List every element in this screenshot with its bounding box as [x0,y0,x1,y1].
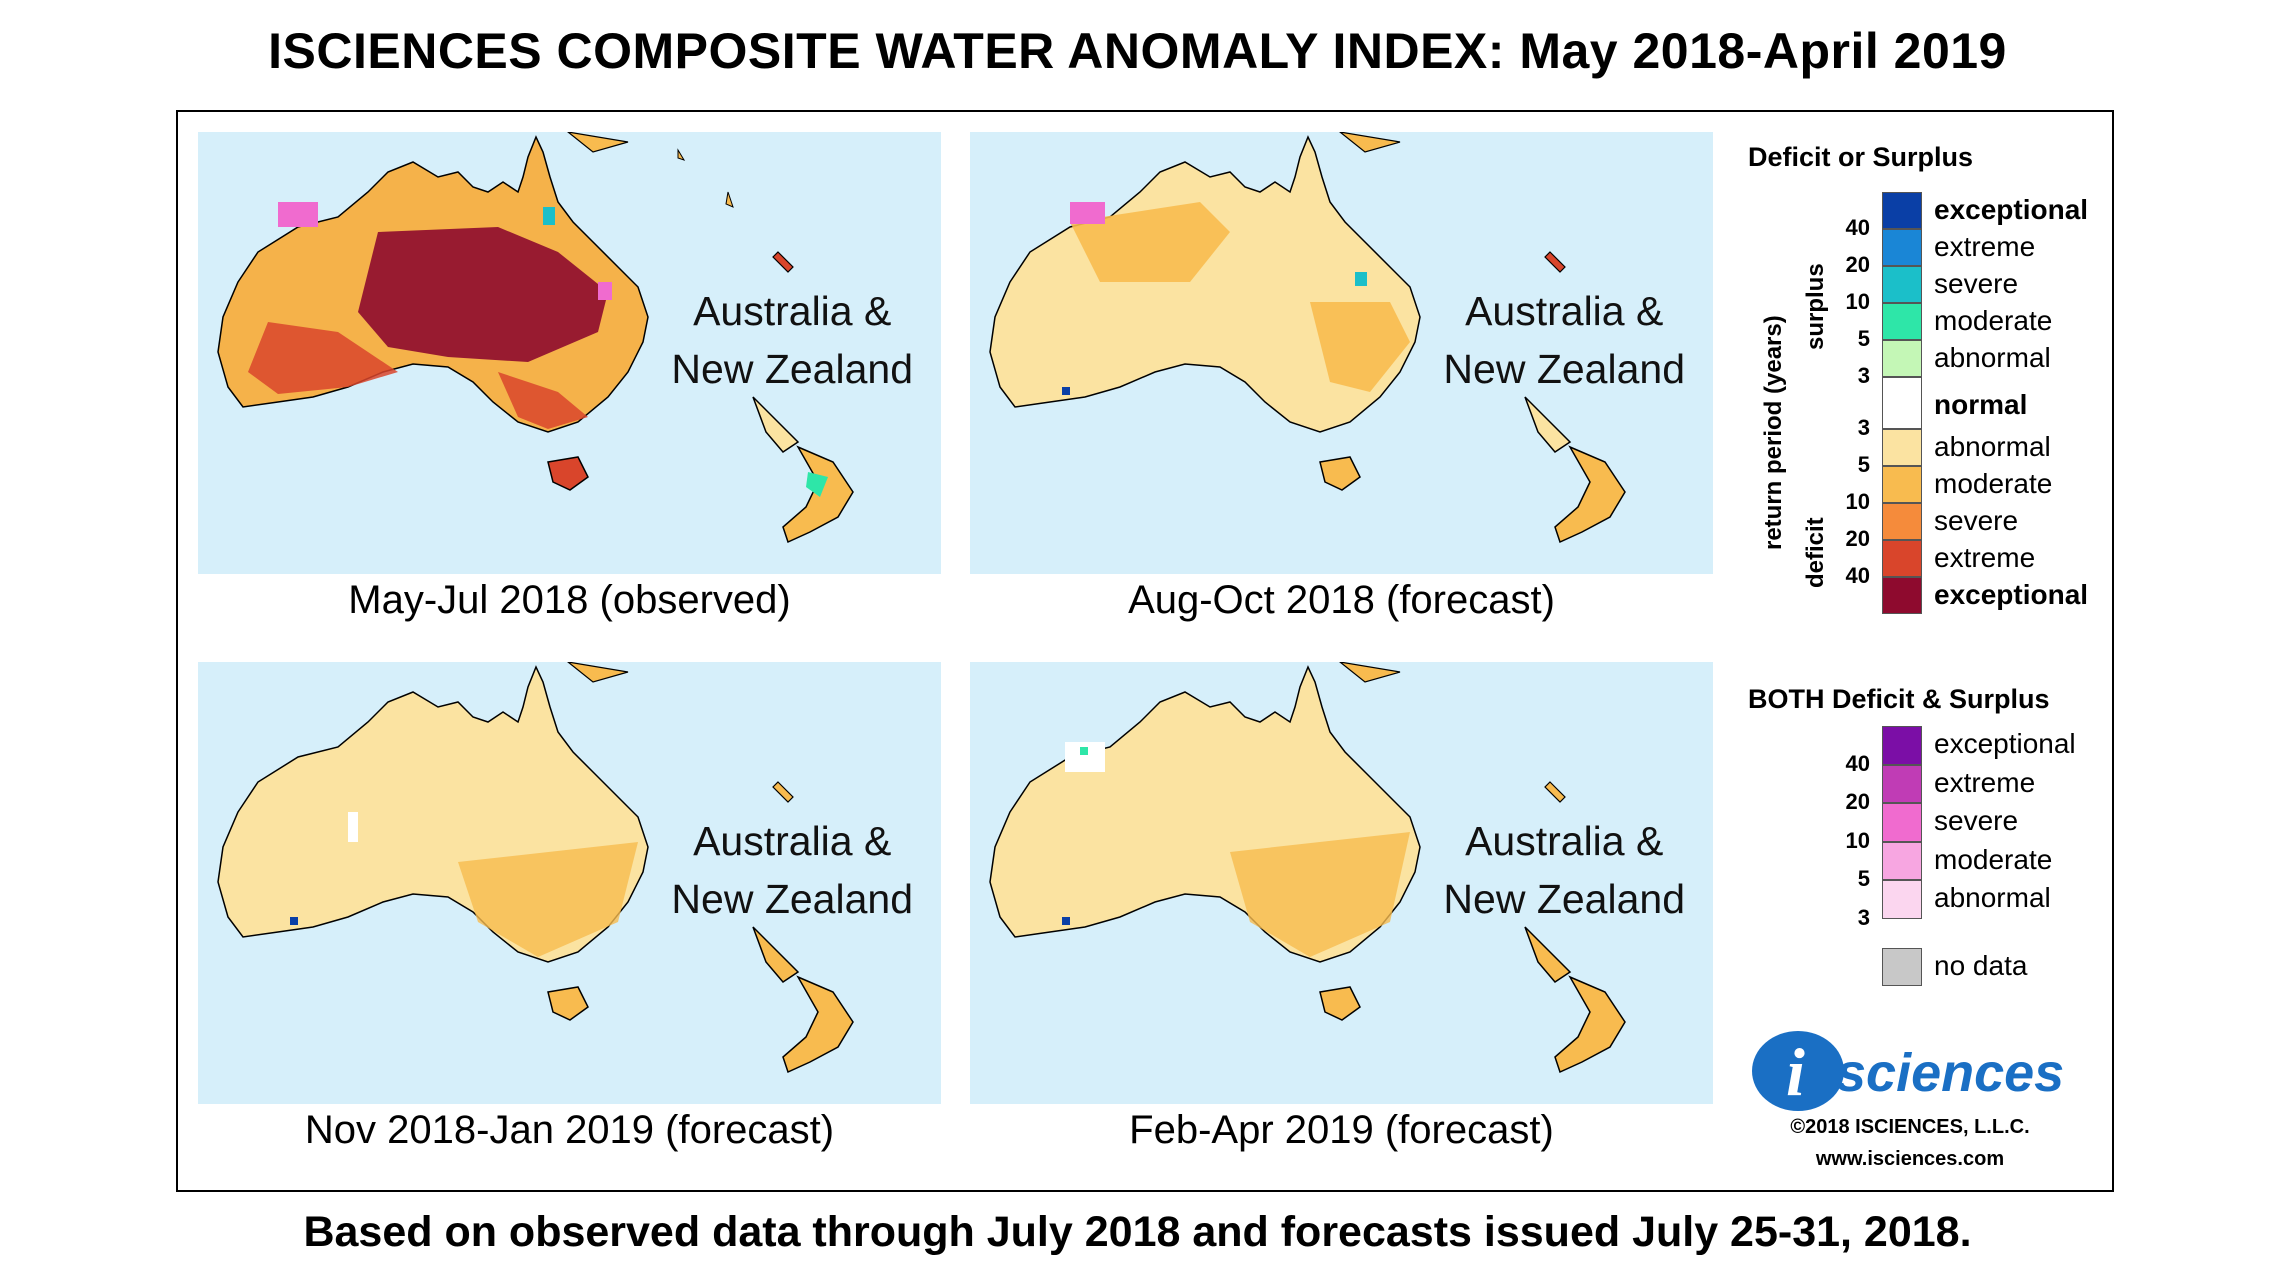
legend-label-surplus-severe: severe [1934,268,2019,299]
legend-tick-surplus: 20 [1845,252,1870,277]
legend-swatch-both-moderate [1882,841,1922,880]
australia-nz-map [217,132,854,544]
legend-swatch-deficit-extreme [1882,539,1922,577]
legend-tick-deficit: 10 [1845,488,1870,514]
legend-swatch-deficit-exceptional [1882,576,1922,614]
legend-label-surplus-abnormal: abnormal [1934,342,2051,373]
legend-deficit-label: deficit [1802,517,1829,588]
legend-swatch-both-exceptional [1882,726,1922,765]
legend: Deficit or Surplus return period (years)… [1738,110,2114,1192]
legend-tick-both: 20 [1845,789,1870,814]
legend-swatch-surplus-moderate [1882,303,1922,340]
map-panel-nov-2018-jan-2019: Australia & New Zealand [198,662,941,1104]
legend-swatch-deficit-severe [1882,502,1922,540]
legend-tick-deficit: 3 [1857,414,1870,440]
legend-swatch-surplus-severe [1882,266,1922,303]
logo-text: sciences [1836,1043,2064,1103]
legend-label-normal: normal [1934,389,2028,420]
map-panel-may-jul-2018: Australia & New Zealand [198,132,941,574]
australia-nz-map [217,662,854,1074]
legend-swatch-surplus-abnormal [1882,340,1922,377]
isciences-logo-graphic: i sciences [1752,1031,2064,1111]
legend-swatch-both-severe [1882,803,1922,842]
legend-label-no-data: no data [1934,950,2028,981]
region-label: Australia & New Zealand [671,818,913,922]
map-panel-aug-oct-2018: Australia & New Zealand [970,132,1713,574]
region-label: Australia & New Zealand [1443,288,1685,392]
footer-note: Based on observed data through July 2018… [303,1208,1972,1256]
legend-tick-both: 40 [1845,750,1870,776]
region-label: Australia & New Zealand [671,288,913,392]
legend-swatch-both-abnormal [1882,880,1922,919]
website: www.isciences.com [1815,1148,2005,1170]
legend-label-surplus-extreme: extreme [1934,231,2036,262]
legend-label-deficit-abnormal: abnormal [1934,430,2051,462]
legend-tick-surplus: 10 [1845,289,1870,314]
legend-label-deficit-moderate: moderate [1934,467,2053,499]
legend-label-both-exceptional: exceptional [1934,728,2076,759]
copyright: ©2018 ISCIENCES, L.L.C. [1790,1116,2030,1138]
legend-tick-deficit: 40 [1845,562,1870,588]
legend-label-surplus-exceptional: exceptional [1934,194,2089,225]
isciences-logo: i sciences [1748,1025,2108,1120]
legend-label-deficit-severe: severe [1934,504,2019,536]
legend-swatch-deficit-moderate [1882,465,1922,503]
legend-title-deficit-surplus: Deficit or Surplus [1748,142,1974,172]
legend-tick-deficit: 20 [1845,525,1870,551]
map-panel-feb-apr-2019: Australia & New Zealand [970,662,1713,1104]
legend-swatch-both-extreme [1882,764,1922,803]
page-title: ISCIENCES COMPOSITE WATER ANOMALY INDEX:… [268,23,2007,79]
legend-title-both: BOTH Deficit & Surplus [1748,684,2050,714]
panel-caption: May-Jul 2018 (observed) [348,578,791,622]
legend-tick-surplus: 40 [1845,215,1870,240]
legend-label-both-abnormal: abnormal [1934,882,2051,913]
panel-caption: Nov 2018-Jan 2019 (forecast) [304,1108,835,1152]
legend-axis-label: return period (years) [1760,315,1787,550]
legend-tick-both: 10 [1845,827,1870,853]
legend-swatch-surplus-exceptional [1882,192,1922,229]
australia-nz-map [989,132,1626,544]
legend-surplus-label: surplus [1802,263,1829,350]
panel-caption: Aug-Oct 2018 (forecast) [1128,578,1555,622]
legend-tick-both: 5 [1857,866,1870,891]
legend-swatch-deficit-abnormal [1882,428,1922,466]
legend-label-deficit-exceptional: exceptional [1934,578,2089,610]
legend-label-both-extreme: extreme [1934,766,2036,798]
australia-nz-map [989,662,1626,1074]
map-frame [176,110,2114,1192]
legend-label-surplus-moderate: moderate [1934,305,2053,336]
legend-tick-surplus: 3 [1857,363,1870,388]
legend-swatch-surplus-extreme [1882,229,1922,266]
legend-tick-both: 3 [1857,904,1870,930]
legend-swatch-normal [1882,377,1922,429]
panel-caption: Feb-Apr 2019 (forecast) [1129,1108,1554,1152]
legend-label-both-severe: severe [1934,805,2019,836]
legend-swatch-no-data [1882,948,1922,986]
legend-tick-deficit: 5 [1857,451,1870,477]
logo-letter: i [1786,1034,1805,1110]
region-label: Australia & New Zealand [1443,818,1685,922]
legend-label-deficit-extreme: extreme [1934,541,2036,573]
legend-tick-surplus: 5 [1857,326,1870,351]
legend-label-both-moderate: moderate [1934,843,2053,875]
